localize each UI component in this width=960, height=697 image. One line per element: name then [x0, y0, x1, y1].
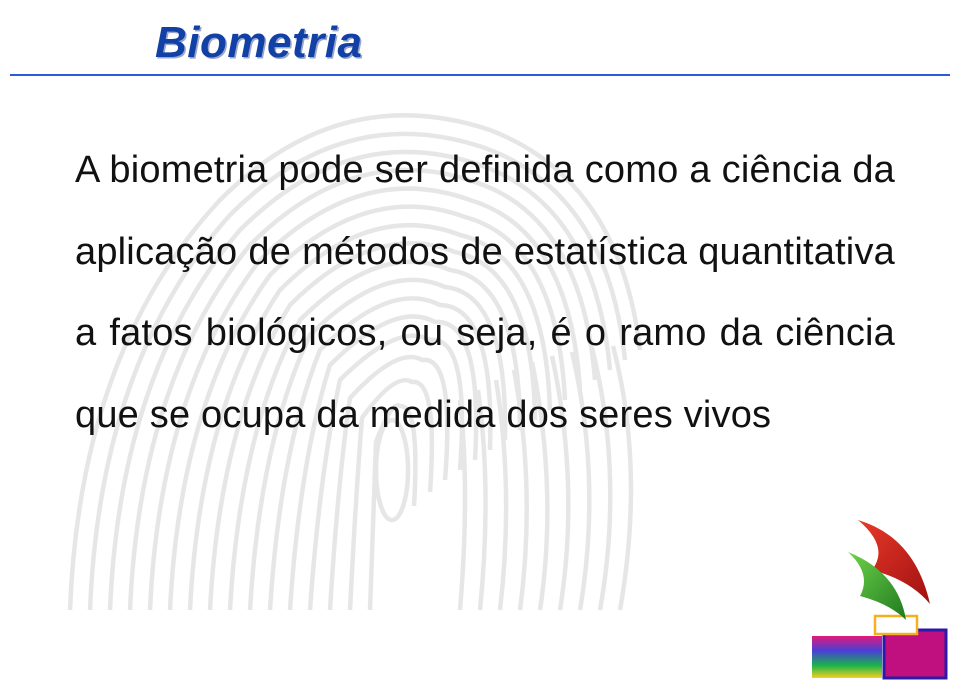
- title-underline: [10, 74, 950, 76]
- slide-title: Biometria: [155, 18, 362, 68]
- corner-logo: [740, 512, 950, 687]
- slide: Biometria A biometria pode ser definida …: [0, 0, 960, 697]
- body-paragraph: A biometria pode ser definida como a ciê…: [75, 130, 895, 457]
- slide-body: A biometria pode ser definida como a ciê…: [75, 130, 895, 457]
